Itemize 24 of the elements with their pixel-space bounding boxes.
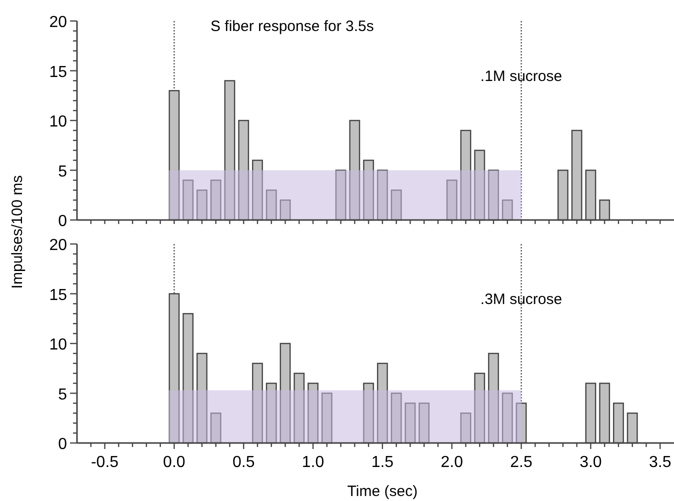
x-axis-title: Time (sec) <box>347 483 418 500</box>
y-tick-label: 10 <box>49 114 68 130</box>
x-tick-label: 3.5 <box>648 454 672 471</box>
y-tick-label: 5 <box>58 386 68 404</box>
y-tick-label: 5 <box>58 163 68 180</box>
y-tick-label: 0 <box>58 213 68 230</box>
x-tick-label: 2.5 <box>510 454 532 471</box>
y-tick-label: 0 <box>58 436 68 453</box>
annotation: .1M sucrose <box>480 68 562 85</box>
y-tick-label: 10 <box>49 336 68 354</box>
x-tick-label: 3.0 <box>580 454 602 471</box>
chart-title: S fiber response for 3.5s <box>210 18 374 35</box>
y-tick-label: 20 <box>49 14 68 31</box>
y-tick-label: 20 <box>49 237 68 254</box>
x-tick-label: 1.0 <box>302 454 324 471</box>
x-tick-label: -0.5 <box>90 454 119 471</box>
annotation: .3M sucrose <box>480 291 562 308</box>
x-tick-label: 1.5 <box>371 454 394 471</box>
y-tick-label: 15 <box>49 286 68 304</box>
x-tick-label: 0.5 <box>232 454 255 471</box>
y-axis-title: Impulses/100 ms <box>9 175 26 289</box>
x-tick-label: 0.0 <box>163 454 186 471</box>
y-tick-label: 15 <box>49 64 68 81</box>
x-tick-label: 2.0 <box>440 454 464 471</box>
